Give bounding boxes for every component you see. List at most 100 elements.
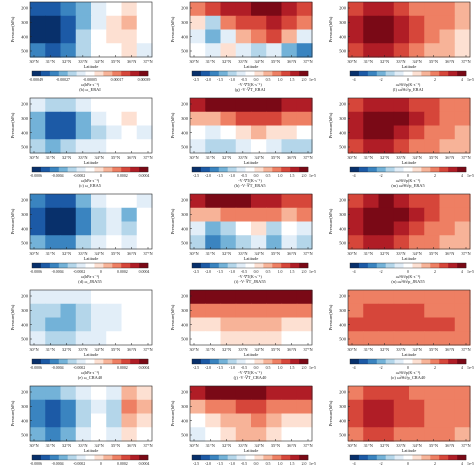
x-tick-label: 36°N — [127, 347, 137, 352]
y-tick-label: 500 — [339, 145, 347, 150]
heatmap-cell — [106, 111, 123, 127]
heatmap-cell — [220, 29, 237, 44]
colorbar-tick-label: 2 — [434, 366, 436, 370]
heatmap-cell — [296, 427, 313, 442]
heatmap-cell — [205, 125, 222, 140]
colorbar-swatch — [121, 167, 131, 172]
panel-r4-c1: 200 300 400 500 Pressure(hPa) 30°N 31°N 32°N 33°… — [170, 385, 316, 466]
colorbar-swatch — [218, 455, 228, 460]
heatmap-cell — [205, 427, 222, 442]
colorbar-swatch — [227, 71, 237, 76]
x-tick-label: 35°N — [429, 155, 439, 160]
colorbar-swatch — [281, 71, 291, 76]
heatmap-cell — [30, 317, 46, 332]
heatmap-cell — [235, 43, 252, 58]
heatmap-cell — [121, 15, 138, 31]
heatmap-cell — [91, 125, 107, 140]
colorbar-swatch — [299, 167, 309, 172]
x-tick-label: 31°N — [46, 443, 56, 448]
x-tick-label: 35°N — [111, 347, 121, 352]
heatmap-cell — [281, 290, 298, 305]
heatmap-cell — [296, 43, 313, 58]
colorbar-swatch — [121, 263, 131, 268]
heatmap-cell — [409, 111, 425, 127]
heatmap-cell — [30, 125, 46, 140]
heatmap-cell — [266, 139, 283, 154]
colorbar-tick-label: 0 — [407, 270, 409, 274]
x-tick-label: 31°N — [206, 443, 216, 448]
colorbar-swatch — [130, 71, 140, 76]
heatmap-cell — [363, 207, 380, 223]
heatmap-cell — [190, 413, 206, 428]
colorbar-tick-label: 0 — [407, 174, 409, 178]
colorbar-swatch — [218, 263, 228, 268]
heatmap-cell — [454, 317, 471, 332]
heatmap-cell — [205, 317, 222, 332]
panel-r3-c1: 200 300 400 500 Pressure(hPa) 30°N 31°N 32°N 33°… — [170, 289, 316, 380]
heatmap-cell — [235, 290, 252, 305]
heatmap-cell — [30, 43, 46, 58]
heatmap-cell — [190, 29, 206, 44]
heatmap-cell — [91, 317, 107, 332]
colorbar-tick-label: -4 — [352, 462, 355, 466]
x-tick-label: 31°N — [364, 155, 374, 160]
x-tick-label: 37°N — [461, 347, 471, 352]
heatmap-cell — [454, 111, 471, 127]
colorbar-tick-label: -0.00027 — [56, 78, 70, 82]
colorbar-frame — [191, 262, 309, 269]
heatmap-cell — [220, 303, 237, 319]
heatmap-cell — [75, 98, 92, 113]
colorbar-swatch — [421, 359, 431, 364]
colorbar-swatch — [376, 263, 386, 268]
heatmap-cell — [235, 207, 252, 223]
colorbar-exponent: 1e-5 — [467, 462, 474, 466]
colorbar-swatch — [403, 263, 413, 268]
heatmap-cell — [296, 125, 313, 140]
x-tick-label: 30°N — [29, 155, 39, 160]
colorbar-swatch — [103, 359, 113, 364]
heatmap-cell — [121, 2, 138, 17]
heatmap-cell — [378, 43, 395, 58]
colorbar-tick-label: -1.5 — [217, 78, 223, 82]
colorbar-swatch — [112, 167, 122, 172]
y-axis-label: Pressure(hPa) — [10, 400, 15, 426]
heatmap-cell — [281, 207, 298, 223]
x-tick-label: 35°N — [429, 347, 439, 352]
heatmap-cell — [439, 386, 456, 401]
x-tick-label: 33°N — [396, 251, 406, 256]
colorbar-frame — [349, 166, 467, 173]
colorbar-tick-label: 1.0 — [278, 78, 283, 82]
colorbar-tick-label: 2.0 — [302, 462, 307, 466]
x-tick-label: 34°N — [412, 443, 422, 448]
colorbar-swatch — [421, 71, 431, 76]
colorbar-swatch — [121, 71, 131, 76]
heatmap-cell — [30, 235, 46, 250]
heatmap-cell — [220, 139, 237, 154]
colorbar-swatch — [439, 359, 449, 364]
colorbar-tick-label: 0.0002 — [117, 174, 128, 178]
x-tick-label: 34°N — [254, 59, 264, 64]
heatmap-cell — [409, 139, 425, 154]
heatmap-cell — [190, 125, 206, 140]
heatmap-cell — [266, 98, 283, 113]
heatmap-cell — [348, 111, 364, 127]
colorbar-tick-label: 1.0 — [278, 174, 283, 178]
x-tick-label: 31°N — [46, 347, 56, 352]
colorbar-swatch — [412, 359, 422, 364]
colorbar-swatch — [421, 167, 431, 172]
colorbar-tick-label: 0.5 — [266, 174, 271, 178]
colorbar-swatch — [376, 167, 386, 172]
colorbar-tick-label: 0.5 — [266, 78, 271, 82]
heatmap-cell — [45, 290, 62, 305]
x-tick-label: 37°N — [303, 155, 313, 160]
x-tick-label: 35°N — [271, 443, 281, 448]
x-tick-label: 30°N — [29, 251, 39, 256]
y-tick-label: 300 — [339, 212, 347, 217]
heatmap-cell — [296, 331, 313, 346]
colorbar-swatch — [254, 167, 264, 172]
colorbar-tick-label: -0.0002 — [73, 366, 85, 370]
heatmap-cell — [409, 207, 425, 223]
colorbar-swatch — [121, 359, 131, 364]
colorbar-swatch — [76, 263, 86, 268]
colorbar-tick-label: -0.0002 — [73, 174, 85, 178]
